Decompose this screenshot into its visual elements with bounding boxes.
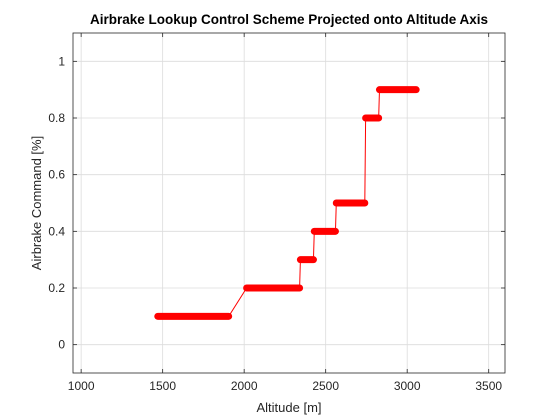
x-tick-label-0: 1000	[68, 379, 95, 393]
grid-layer	[73, 33, 505, 373]
y-axis-label: Airbrake Command [%]	[29, 136, 44, 270]
x-tick-label-2: 2000	[231, 379, 258, 393]
x-tick-label-5: 3500	[475, 379, 502, 393]
plot-frame	[72, 32, 506, 374]
x-tick-label-4: 3000	[394, 379, 421, 393]
y-tick-label-1: 0.2	[48, 281, 65, 295]
y-tick-label-4: 0.8	[48, 111, 65, 125]
chart-title: Airbrake Lookup Control Scheme Projected…	[90, 12, 488, 27]
y-tick-label-2: 0.4	[48, 224, 65, 238]
y-tick-label-0: 0	[58, 338, 65, 352]
data-layer	[154, 86, 420, 320]
x-tick-label-1: 1500	[149, 379, 176, 393]
tick-layer: 1000 1500 2000 2500 3000 3500 0 0.2 0.4 0.6 0.8 1	[48, 33, 505, 393]
x-tick-label-3: 2500	[312, 379, 339, 393]
x-axis-label: Altitude [m]	[256, 400, 321, 415]
y-tick-label-3: 0.6	[48, 168, 65, 182]
y-tick-label-5: 1	[58, 54, 65, 68]
